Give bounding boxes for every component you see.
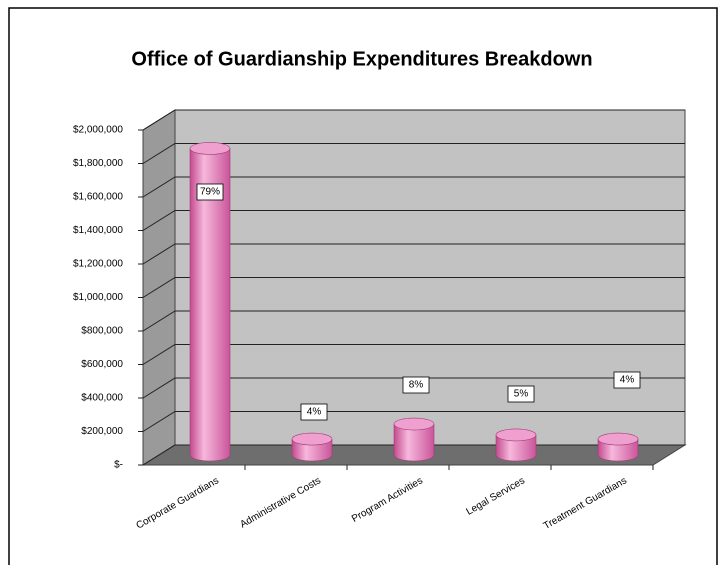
bar-top [597, 432, 639, 446]
grid-line [142, 243, 685, 265]
grid-line [142, 377, 685, 399]
grid-line [142, 411, 685, 432]
y-tick-label: $- [114, 460, 123, 471]
y-tick-label: $1,800,000 [73, 158, 123, 169]
bar-top [495, 428, 537, 442]
value-label-box [300, 403, 328, 421]
grid-line [142, 310, 685, 332]
bar [189, 148, 231, 462]
grid-line [142, 143, 685, 164]
bar [495, 434, 537, 462]
y-tick-label: $1,600,000 [73, 192, 123, 203]
grid-line [142, 277, 685, 298]
y-tick-label: $2,000,000 [73, 125, 123, 136]
value-label-box [613, 371, 641, 389]
bar [393, 423, 435, 462]
value-label: 4% [620, 375, 635, 386]
y-tick-label: $600,000 [81, 359, 123, 370]
y-tick-label: $1,200,000 [73, 259, 123, 270]
value-label: 79% [200, 187, 220, 198]
value-label: 4% [307, 407, 322, 418]
bar-top [291, 432, 333, 446]
value-label: 8% [409, 380, 424, 391]
grid-line [142, 176, 685, 198]
value-label-box [196, 183, 224, 201]
y-tick-label: $800,000 [81, 326, 123, 337]
y-tick-label: $400,000 [81, 393, 123, 404]
y-tick-label: $200,000 [81, 426, 123, 437]
y-tick-label: $1,400,000 [73, 225, 123, 236]
grid-line [142, 210, 685, 231]
value-label-box [402, 376, 430, 394]
bar-top [393, 417, 435, 431]
value-label-box [507, 385, 535, 403]
grid-line [142, 344, 685, 365]
value-label: 5% [514, 389, 529, 400]
chart-title: Office of Guardianship Expenditures Brea… [131, 48, 592, 70]
y-tick-label: $1,000,000 [73, 292, 123, 303]
bar-top [189, 142, 231, 155]
grid-line [142, 109, 685, 131]
